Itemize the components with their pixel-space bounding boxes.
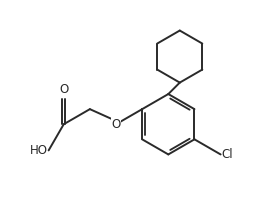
Text: O: O: [112, 118, 121, 131]
Text: O: O: [59, 83, 68, 96]
Text: Cl: Cl: [222, 148, 233, 161]
Text: HO: HO: [30, 144, 48, 157]
